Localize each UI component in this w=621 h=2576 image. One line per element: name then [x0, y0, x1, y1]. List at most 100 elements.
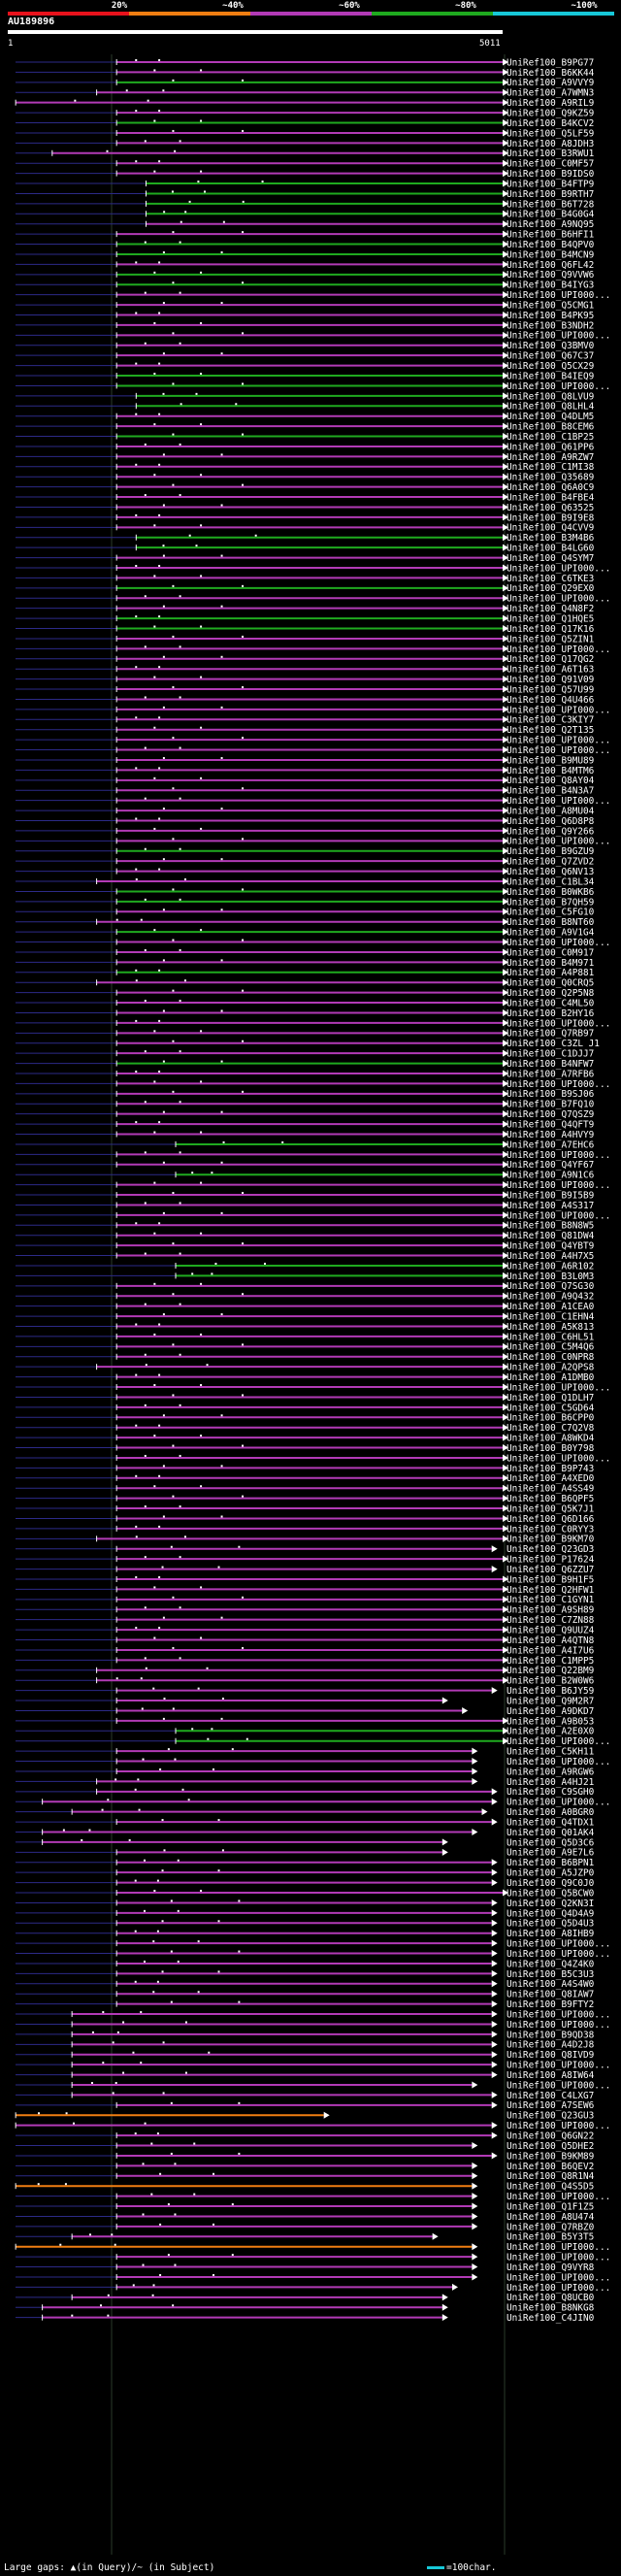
- hit-label[interactable]: UniRef100_A9VVY9: [507, 78, 595, 88]
- hit-row[interactable]: UniRef100_UPI000...: [16, 2009, 610, 2020]
- hit-label[interactable]: UniRef100_UPI000...: [507, 2283, 610, 2294]
- hit-row[interactable]: UniRef100_UPI000...: [15, 2242, 610, 2253]
- hit-row[interactable]: UniRef100_Q7SG30: [16, 1281, 595, 1292]
- hit-row[interactable]: UniRef100_UPI000...: [16, 736, 610, 746]
- hit-label[interactable]: UniRef100_A9RZW7: [507, 452, 594, 463]
- hit-row[interactable]: UniRef100_A8JDH3: [16, 139, 594, 149]
- hit-row[interactable]: UniRef100_B8NT60: [16, 917, 595, 928]
- hit-row[interactable]: UniRef100_UPI000...: [16, 1798, 610, 1808]
- hit-row[interactable]: UniRef100_A1CEA0: [16, 1302, 595, 1312]
- hit-label[interactable]: UniRef100_A1DMB0: [507, 1372, 595, 1383]
- hit-row[interactable]: UniRef100_C4JIN0: [16, 2313, 595, 2324]
- hit-row[interactable]: UniRef100_B6QEV2: [16, 2162, 594, 2172]
- hit-label[interactable]: UniRef100_Q23GU3: [507, 2111, 594, 2122]
- hit-row[interactable]: UniRef100_UPI000...: [16, 2272, 610, 2283]
- hit-row[interactable]: UniRef100_UPI000...: [16, 1757, 610, 1767]
- hit-row[interactable]: UniRef100_Q9KZ59: [16, 109, 595, 119]
- hit-row[interactable]: UniRef100_UPI000...: [16, 2253, 610, 2263]
- hit-row[interactable]: UniRef100_Q3BMV0: [16, 341, 595, 351]
- hit-label[interactable]: UniRef100_Q2KN3I: [507, 1899, 594, 1909]
- hit-row[interactable]: UniRef100_Q9M2R7: [16, 1696, 594, 1706]
- hit-label[interactable]: UniRef100_C1GYN1: [507, 1595, 595, 1605]
- hit-label[interactable]: UniRef100_C5FG10: [507, 908, 595, 918]
- hit-label[interactable]: UniRef100_B9QD38: [507, 2030, 595, 2040]
- hit-row[interactable]: UniRef100_Q7ZVD2: [16, 857, 594, 868]
- hit-row[interactable]: UniRef100_A6R102: [16, 1261, 594, 1271]
- hit-row[interactable]: UniRef100_Q9C0J0: [16, 1878, 595, 1889]
- hit-label[interactable]: UniRef100_Q81DW4: [507, 1231, 595, 1241]
- hit-row[interactable]: UniRef100_UPI000...: [16, 2061, 610, 2071]
- hit-row[interactable]: UniRef100_A4I7U6: [16, 1645, 595, 1656]
- hit-label[interactable]: UniRef100_Q6GN22: [507, 2131, 594, 2142]
- hit-label[interactable]: UniRef100_A9B053: [507, 1716, 594, 1727]
- hit-label[interactable]: UniRef100_C3ZL J1: [507, 1039, 600, 1049]
- hit-row[interactable]: UniRef100_B6BPN1: [16, 1858, 595, 1868]
- hit-label[interactable]: UniRef100_Q6D166: [507, 1514, 595, 1525]
- hit-label[interactable]: UniRef100_Q5CX29: [507, 361, 595, 372]
- hit-label[interactable]: UniRef100_A9NQ95: [507, 219, 594, 230]
- hit-row[interactable]: UniRef100_UPI000...: [16, 2192, 610, 2202]
- hit-row[interactable]: UniRef100_UPI000...: [16, 837, 610, 847]
- hit-row[interactable]: UniRef100_B4FTP9: [16, 179, 595, 189]
- hit-row[interactable]: UniRef100_B6JY59: [16, 1686, 595, 1697]
- hit-row[interactable]: UniRef100_B9I5B9: [16, 1190, 595, 1201]
- hit-row[interactable]: UniRef100_Q8IAW7: [16, 1990, 594, 2000]
- hit-label[interactable]: UniRef100_P17624: [507, 1555, 595, 1566]
- hit-row[interactable]: UniRef100_Q8AY04: [16, 776, 595, 786]
- hit-row[interactable]: UniRef100_B4M971: [16, 958, 595, 969]
- hit-row[interactable]: UniRef100_A9V1G4: [16, 928, 595, 939]
- hit-row[interactable]: UniRef100_A8U474: [16, 2212, 595, 2223]
- hit-row[interactable]: UniRef100_A9SH89: [16, 1605, 595, 1616]
- hit-row[interactable]: UniRef100_B5Y3T5: [16, 2232, 594, 2243]
- hit-row[interactable]: UniRef100_A9DKD7: [16, 1706, 594, 1717]
- hit-label[interactable]: UniRef100_UPI000...: [507, 2061, 610, 2071]
- hit-label[interactable]: UniRef100_C1MI38: [507, 462, 595, 473]
- hit-row[interactable]: UniRef100_B9QD38: [16, 2030, 595, 2040]
- hit-row[interactable]: UniRef100_A9RGW6: [16, 1767, 595, 1777]
- hit-label[interactable]: UniRef100_Q63525: [507, 503, 594, 513]
- hit-row[interactable]: UniRef100_B4MCN9: [16, 249, 595, 260]
- hit-row[interactable]: UniRef100_C0NPR8: [16, 1352, 595, 1363]
- hit-label[interactable]: UniRef100_Q9M2R7: [507, 1696, 594, 1706]
- hit-row[interactable]: UniRef100_B9I9E8: [16, 512, 595, 523]
- hit-label[interactable]: UniRef100_C1BL34: [507, 876, 595, 887]
- hit-label[interactable]: UniRef100_A4QTN8: [507, 1635, 595, 1646]
- hit-row[interactable]: UniRef100_Q1DLH7: [16, 1393, 594, 1404]
- hit-row[interactable]: UniRef100_B8NKG8: [16, 2303, 595, 2314]
- hit-label[interactable]: UniRef100_B8NKG8: [507, 2303, 595, 2314]
- hit-row[interactable]: UniRef100_Q63525: [16, 503, 594, 513]
- hit-row[interactable]: UniRef100_A9N1C6: [16, 1171, 595, 1181]
- hit-row[interactable]: UniRef100_A1DMB0: [16, 1372, 595, 1383]
- hit-row[interactable]: UniRef100_C1DJJ7: [16, 1049, 594, 1060]
- hit-row[interactable]: UniRef100_A6T163: [16, 665, 594, 676]
- hit-label[interactable]: UniRef100_Q4YF67: [507, 1160, 594, 1171]
- hit-label[interactable]: UniRef100_B4M971: [507, 958, 595, 969]
- hit-label[interactable]: UniRef100_Q5D4U3: [507, 1919, 594, 1930]
- hit-row[interactable]: UniRef100_A9B053: [16, 1716, 594, 1727]
- hit-row[interactable]: UniRef100_B0Y798: [16, 1443, 595, 1454]
- hit-label[interactable]: UniRef100_A9DKD7: [507, 1706, 594, 1717]
- hit-row[interactable]: UniRef100_A4QTN8: [16, 1635, 595, 1646]
- hit-row[interactable]: UniRef100_Q35689: [16, 473, 595, 483]
- hit-label[interactable]: UniRef100_A4I7U6: [507, 1645, 595, 1656]
- hit-row[interactable]: UniRef100_Q8R1N4: [16, 2171, 595, 2182]
- hit-label[interactable]: UniRef100_B5Y3T5: [507, 2232, 594, 2243]
- hit-label[interactable]: UniRef100_Q1F1Z5: [507, 2201, 594, 2212]
- hit-row[interactable]: UniRef100_Q8IVD9: [16, 2050, 595, 2061]
- hit-label[interactable]: UniRef100_A4H7X5: [507, 1251, 594, 1262]
- hit-label[interactable]: UniRef100_UPI000...: [507, 594, 610, 605]
- hit-label[interactable]: UniRef100_Q4DLM5: [507, 412, 594, 422]
- hit-row[interactable]: UniRef100_B9KM89: [16, 2151, 595, 2162]
- hit-label[interactable]: UniRef100_Q4CVV9: [507, 523, 595, 534]
- hit-label[interactable]: UniRef100_B4FTP9: [507, 179, 595, 189]
- hit-row[interactable]: UniRef100_C6HL51: [16, 1332, 595, 1342]
- hit-label[interactable]: UniRef100_A6T163: [507, 665, 594, 676]
- hit-row[interactable]: UniRef100_C0RYY3: [16, 1524, 594, 1535]
- hit-row[interactable]: UniRef100_C1BP25: [16, 432, 594, 443]
- hit-label[interactable]: UniRef100_A4S4W0: [507, 1979, 595, 1990]
- hit-label[interactable]: UniRef100_B4LG60: [507, 544, 595, 554]
- hit-label[interactable]: UniRef100_UPI000...: [507, 290, 610, 301]
- hit-row[interactable]: UniRef100_Q22BM9: [16, 1666, 595, 1676]
- hit-label[interactable]: UniRef100_Q61PP6: [507, 442, 595, 452]
- hit-label[interactable]: UniRef100_C1BP25: [507, 432, 594, 443]
